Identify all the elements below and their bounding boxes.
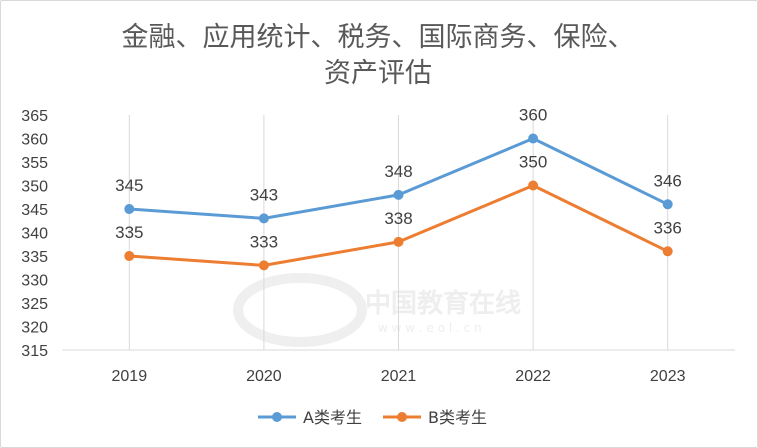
y-tick-label: 335	[21, 249, 48, 266]
y-axis: 315 320 325 330 335 340 345 350 355 360 365	[21, 108, 48, 360]
data-point	[662, 246, 673, 257]
x-axis: 2019 2020 2021 2022 2023	[112, 368, 686, 385]
y-tick-label: 330	[21, 273, 48, 290]
y-tick-label: 320	[21, 320, 48, 337]
data-label: 345	[115, 176, 143, 195]
data-label: 346	[654, 171, 682, 190]
chart-title-line-2: 资产评估	[324, 58, 432, 89]
x-tick-label-2019: 2019	[112, 368, 148, 385]
legend-label-2: B类考生	[428, 408, 487, 427]
y-tick-label: 340	[21, 226, 48, 243]
data-point	[393, 189, 404, 200]
y-tick-label: 325	[21, 296, 48, 313]
y-tick-label: 360	[21, 132, 48, 149]
x-tick-label-2020: 2020	[246, 368, 282, 385]
y-tick-label: 315	[21, 343, 48, 360]
data-point	[528, 133, 539, 144]
data-label: 343	[250, 185, 278, 204]
legend-label-1: A类考生	[303, 408, 362, 427]
y-tick-label: 350	[21, 179, 48, 196]
legend: A类考生 B类考生	[258, 408, 487, 427]
watermark-cn: 中国教育在线	[365, 288, 521, 319]
y-tick-label: 355	[21, 155, 48, 172]
data-label: 333	[250, 232, 278, 251]
chart-title-line-1: 金融、应用统计、税务、国际商务、保险、	[122, 22, 635, 53]
data-point	[393, 236, 404, 247]
y-tick-label: 345	[21, 202, 48, 219]
y-tick-label: 365	[21, 108, 48, 125]
data-point	[124, 204, 135, 214]
data-label: 335	[115, 223, 143, 242]
x-tick-label-2022: 2022	[515, 368, 551, 385]
watermark: 中国教育在线 w w w . e o l . c n	[233, 273, 521, 347]
legend-marker-1	[272, 412, 282, 422]
series-group: 345 343 348 360 346 335 333 338 350 336	[115, 106, 682, 271]
data-label: 336	[654, 218, 682, 237]
legend-marker-2	[397, 412, 407, 422]
data-point	[258, 213, 269, 224]
gridlines	[62, 115, 735, 351]
x-tick-label-2021: 2021	[381, 368, 417, 385]
data-point	[258, 260, 269, 271]
data-point	[662, 199, 673, 210]
watermark-en: w w w . e o l . c n	[378, 321, 482, 335]
data-label: 350	[519, 153, 547, 172]
data-point	[124, 251, 135, 261]
x-tick-label-2023: 2023	[650, 368, 686, 385]
data-label: 360	[519, 106, 547, 125]
data-label: 338	[384, 209, 412, 228]
data-label: 348	[384, 162, 412, 181]
data-point	[528, 180, 539, 191]
